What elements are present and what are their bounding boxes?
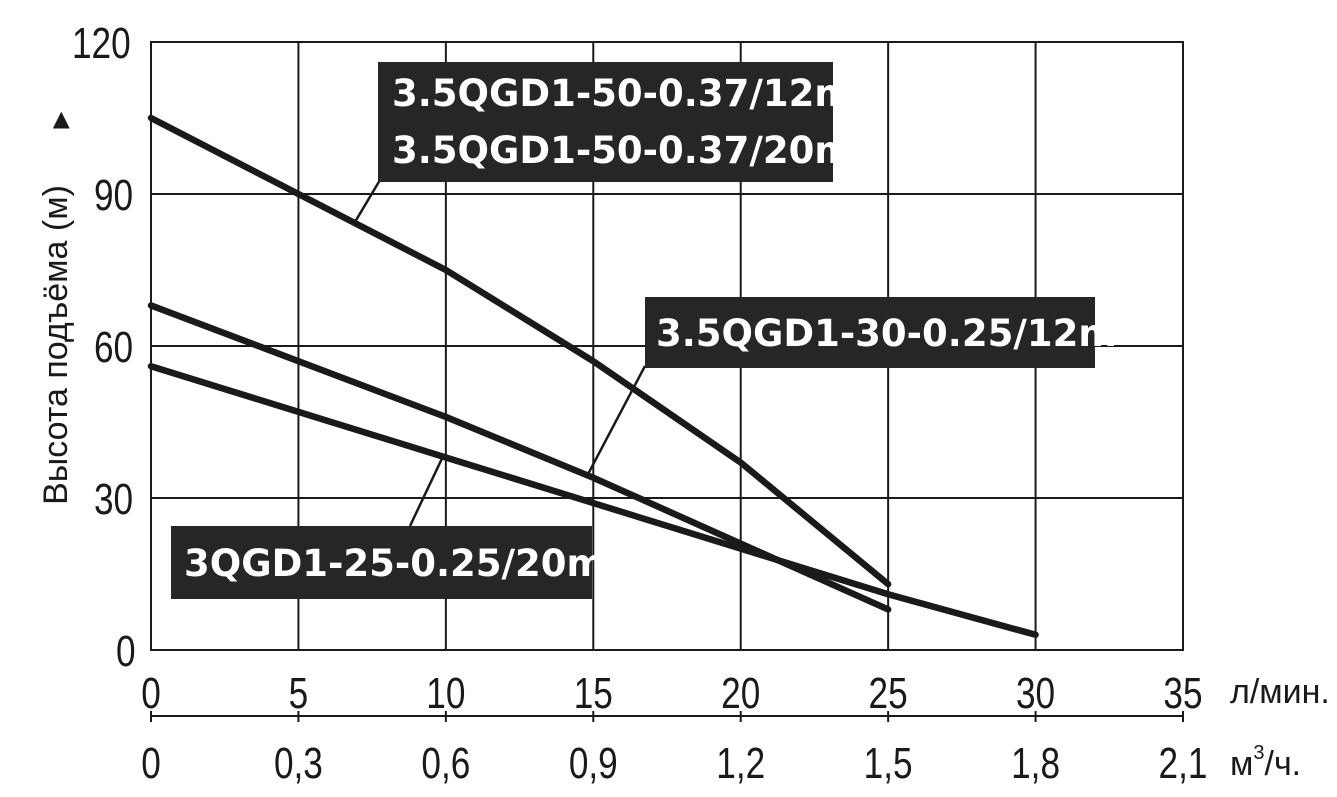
x-tick-label: 25 — [869, 669, 908, 718]
x-tick-label: 30 — [1016, 669, 1055, 718]
x2-tick-label: 0,9 — [569, 739, 618, 788]
x-tick-label: 5 — [289, 669, 309, 718]
annotation-top-line1: 3.5QGD1-50-0.37/12m — [392, 72, 853, 115]
curves — [147, 114, 1039, 639]
y-axis-arrow: ▶ — [48, 111, 73, 128]
y-tick-label: 90 — [94, 171, 133, 220]
x2-tick-label: 1,8 — [1011, 739, 1060, 788]
x-tick-label: 35 — [1163, 669, 1202, 718]
x-tick-label: 0 — [141, 669, 161, 718]
x2-tick-label: 0 — [141, 739, 161, 788]
leader-line-top — [353, 179, 382, 224]
x2-tick-label: 0,6 — [421, 739, 470, 788]
y-tick-label: 120 — [72, 19, 131, 68]
y-axis-label: Высота подъёма (м) — [37, 185, 75, 505]
x2-tick-label: 1,5 — [864, 739, 913, 788]
annotation-middle: 3.5QGD1-30-0.25/12m — [645, 297, 1117, 368]
y-tick-label: 0 — [116, 627, 136, 676]
x2-tick-label: 2,1 — [1159, 739, 1208, 788]
leader-lines — [353, 179, 647, 527]
annotation-top: 3.5QGD1-50-0.37/12m 3.5QGD1-50-0.37/20m — [378, 62, 853, 182]
y-tick-label: 30 — [94, 475, 133, 524]
leader-line-bottom — [408, 456, 445, 527]
series-line-1 — [147, 114, 892, 588]
series-line-3 — [147, 363, 1039, 639]
x2-tick-label: 1,2 — [716, 739, 765, 788]
annotation-top-line2: 3.5QGD1-50-0.37/20m — [392, 129, 853, 172]
x2-tick-label: 0,3 — [274, 739, 323, 788]
tick-labels: 0050,3100,6150,9201,2251,5301,8352,10306… — [72, 19, 1208, 788]
annotation-bottom-text: 3QGD1-25-0.25/20m — [184, 542, 605, 585]
x2-axis-label: м3/ч. — [1230, 742, 1301, 783]
x-tick-label: 15 — [574, 669, 613, 718]
y-tick-label: 60 — [94, 323, 133, 372]
annotation-bottom: 3QGD1-25-0.25/20m — [171, 526, 605, 599]
x-tick-label: 10 — [426, 669, 465, 718]
leader-line-middle — [586, 365, 647, 476]
x-axis-label: л/мин. — [1230, 673, 1330, 711]
annotation-middle-text: 3.5QGD1-30-0.25/12m — [656, 312, 1117, 355]
x-tick-label: 20 — [721, 669, 760, 718]
